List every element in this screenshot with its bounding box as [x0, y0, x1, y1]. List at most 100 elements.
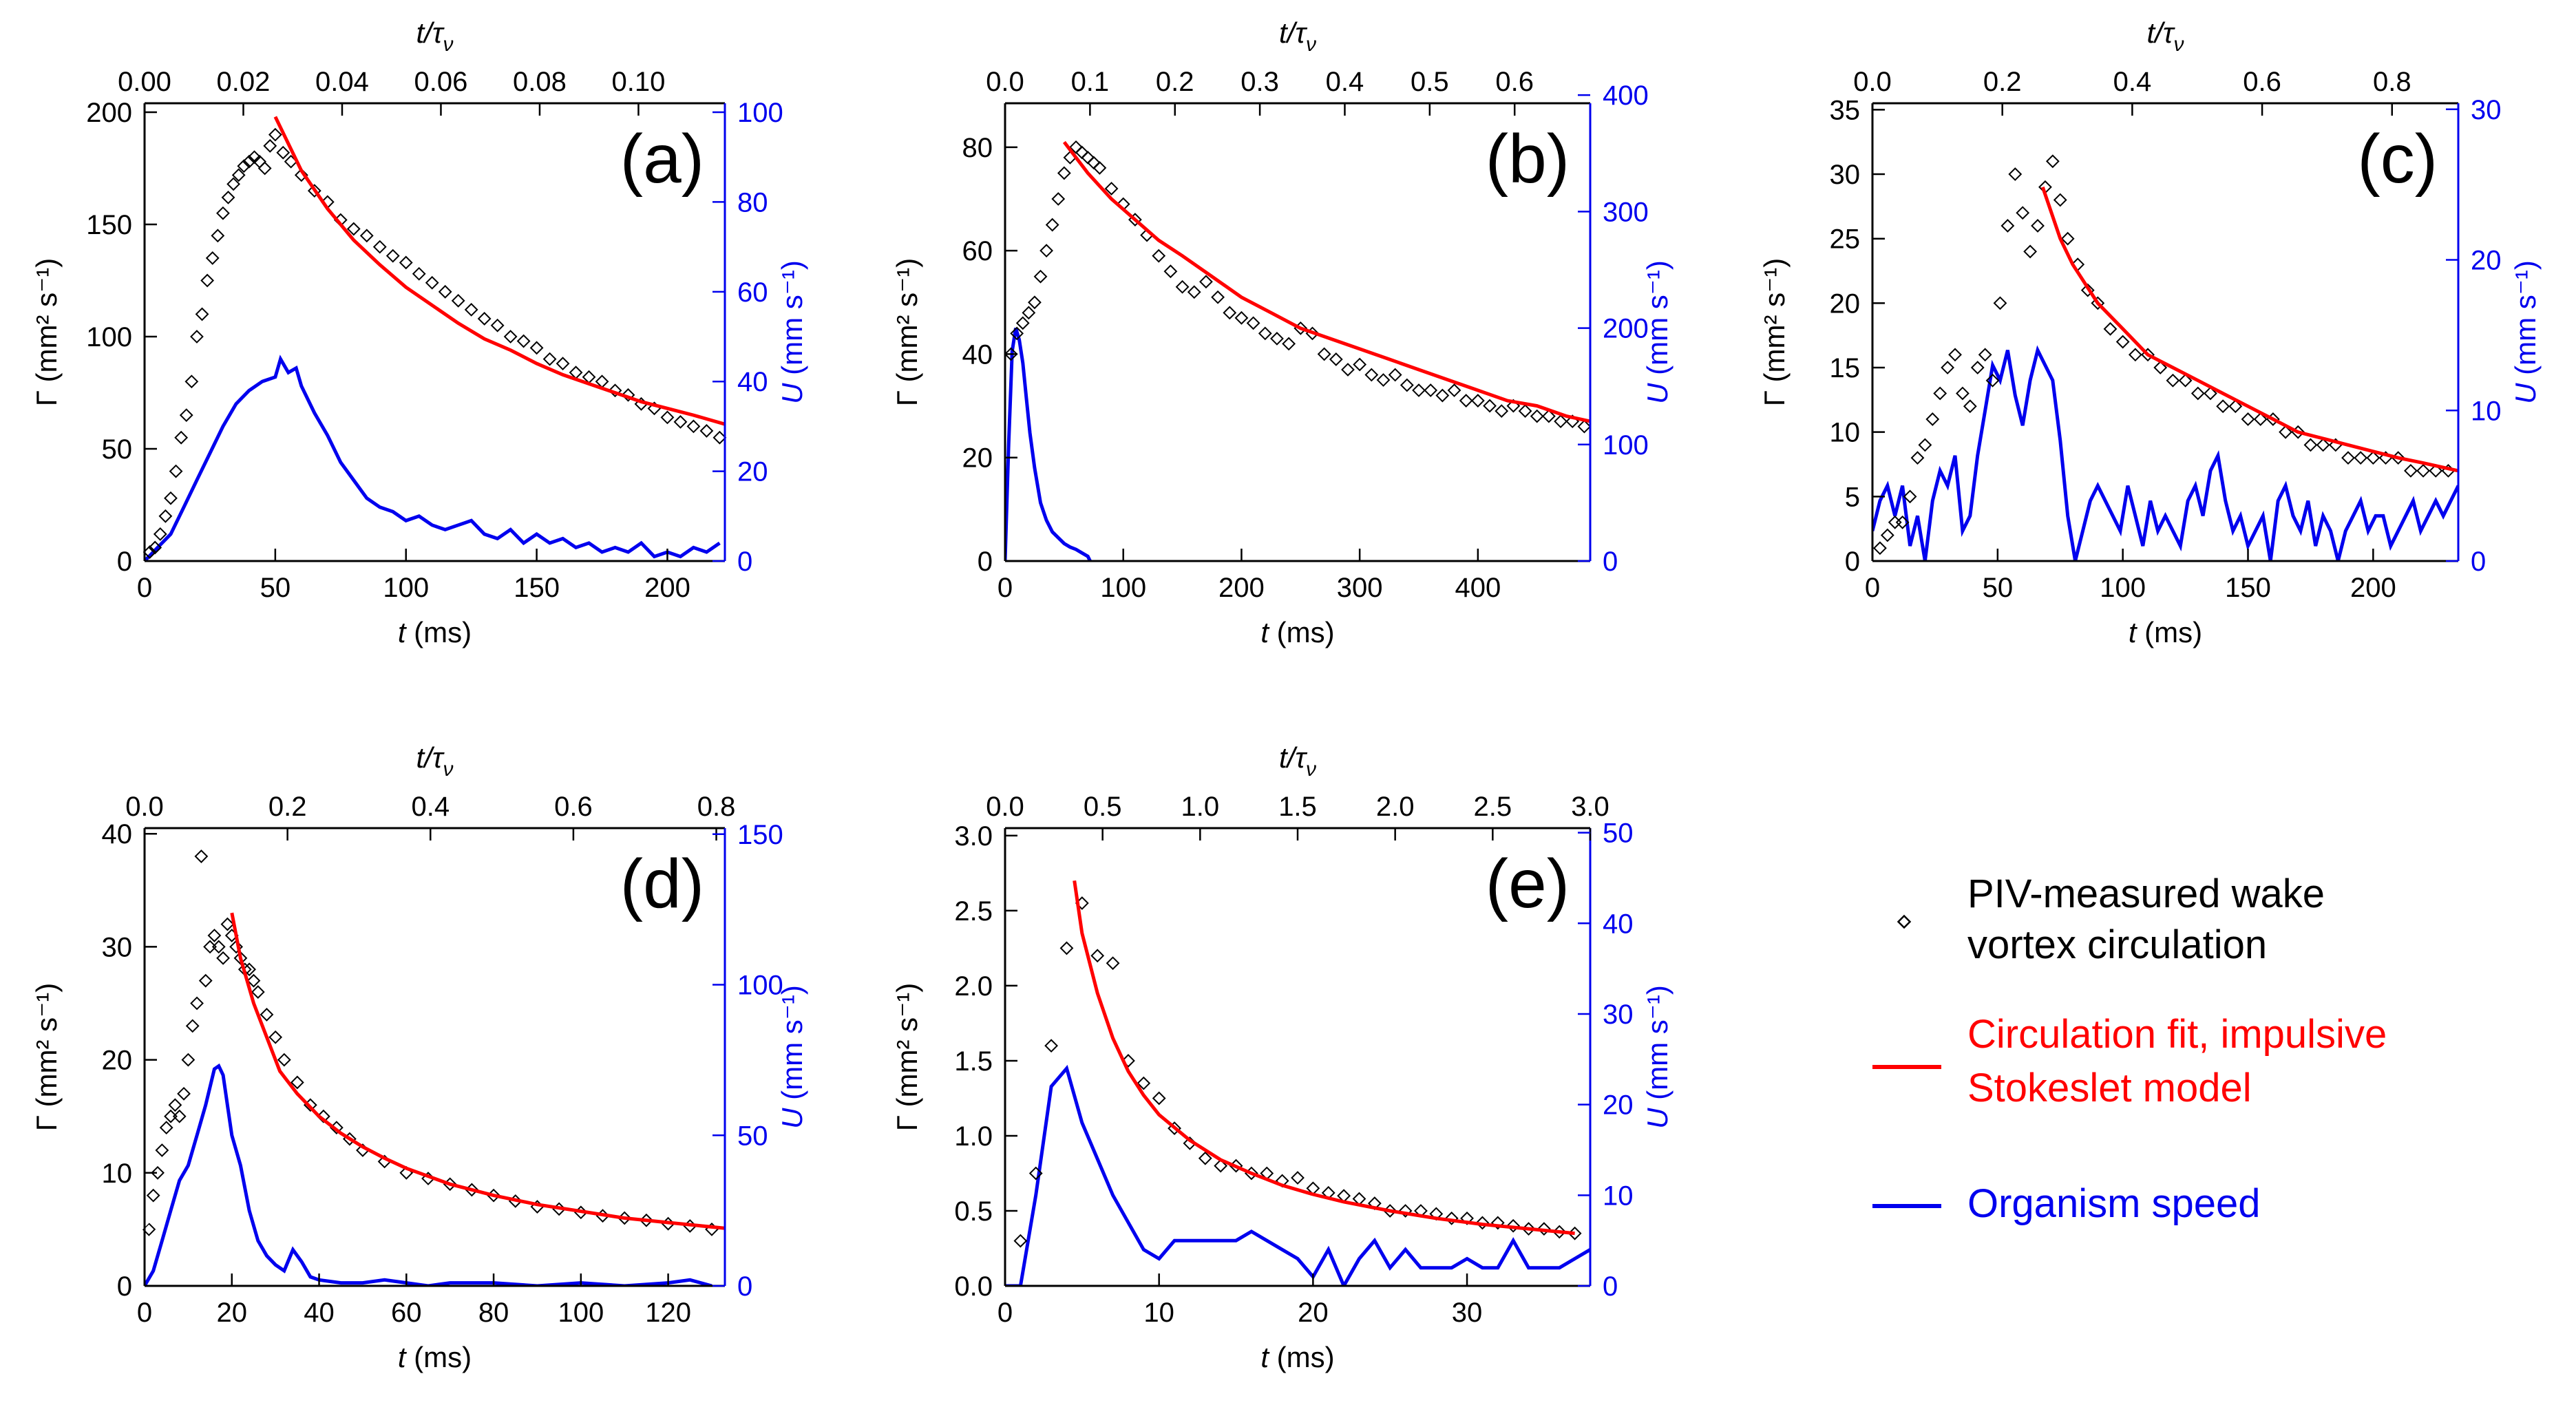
y2-tick-label: 0 — [2471, 547, 2486, 577]
circulation-point — [2166, 373, 2180, 388]
circulation-point — [251, 985, 265, 999]
y2-tick-label: 200 — [1603, 314, 1649, 344]
x-top-axis-title-t: t/ — [416, 17, 435, 49]
legend-marker-diamond — [1897, 914, 1912, 929]
circulation-point — [1567, 1226, 1582, 1240]
panel-e: 0 10 20 300.0 0.5 1.0 1.5 2.0 2.5 3.00.00.51.01.5… — [891, 741, 1674, 1373]
circulation-point — [1075, 145, 1089, 160]
speed-line — [145, 1063, 712, 1286]
x-top-tick-label: 0.2 — [1156, 67, 1194, 97]
x-top-tick-label: 0.4 — [2113, 67, 2152, 97]
y-tick-label: 1.0 — [954, 1121, 993, 1152]
x-top-tick-label: 0.04 — [315, 67, 369, 97]
x-top-axis-title-t: t/ — [2146, 17, 2166, 49]
circulation-point — [246, 973, 261, 988]
circulation-point — [207, 929, 222, 942]
circulation-point — [257, 161, 272, 176]
circulation-point — [290, 1075, 304, 1090]
panel-d: 0 20 40 60 80 100 120 0.0 0.2 0.4 0.6 0.8 0 10 20 30 40 0… — [30, 741, 808, 1373]
circulation-point — [237, 159, 251, 173]
y-axis-title: Γ (mm² s⁻¹) — [891, 258, 923, 407]
y-tick-label: 1.5 — [954, 1046, 993, 1077]
x-top-tick-label: 0.6 — [2243, 67, 2281, 97]
y-tick-label: 2.5 — [954, 896, 993, 927]
y-tick-label: 0 — [117, 547, 132, 577]
y-tick-label: 0 — [1845, 547, 1860, 577]
circulation-point — [372, 240, 387, 254]
y-tick-label: 40 — [962, 339, 993, 370]
y-tick-label: 25 — [1830, 224, 1861, 255]
x-axis-title: t (ms) — [398, 1341, 472, 1373]
circulation-point — [1051, 192, 1066, 206]
y2-tick-label: 10 — [2471, 396, 2502, 426]
circulation-point — [169, 464, 183, 478]
circulation-point — [1470, 394, 1485, 408]
y-tick-label: 80 — [962, 133, 993, 163]
x-tick-label: 20 — [1298, 1298, 1329, 1328]
circulation-point — [1956, 386, 1970, 401]
circulation-point — [686, 419, 701, 434]
x-top-axis-title-t: t/ — [1279, 17, 1298, 49]
circulation-point — [386, 249, 400, 263]
x-top-axis-title-nu: ν — [2174, 33, 2184, 56]
circulation-point — [221, 191, 235, 204]
circulation-point — [1059, 941, 1074, 955]
circulation-point — [1004, 347, 1018, 361]
circulation-point — [181, 1053, 196, 1067]
circulation-point — [1258, 326, 1272, 341]
x-axis-title-var: t — [1260, 616, 1270, 648]
x-tick-label: 150 — [2225, 573, 2271, 603]
y2-tick-label: 20 — [737, 457, 768, 487]
y-tick-label: 0.5 — [954, 1196, 993, 1227]
circulation-point — [1152, 1091, 1166, 1106]
circulation-point — [1412, 383, 1426, 397]
x-top-tick-label: 0.4 — [1326, 67, 1364, 97]
x-tick-label: 20 — [217, 1298, 248, 1328]
y-axis-title: Γ (mm² s⁻¹) — [891, 983, 923, 1132]
circulation-point — [179, 408, 193, 423]
x-tick-label: 10 — [1143, 1298, 1174, 1328]
circulation-point — [2216, 399, 2230, 414]
panel-label: (a) — [620, 120, 704, 198]
circulation-point — [1978, 348, 1992, 362]
y2-axis-title-unit: (mm s⁻¹) — [1641, 985, 1674, 1108]
circulation-point — [465, 1183, 479, 1197]
fit-line — [2040, 186, 2458, 473]
circulation-point — [1015, 316, 1030, 330]
x-axis-title-var: t — [2129, 616, 2138, 648]
legend-label-fit-line2: Stokeslet model — [1967, 1066, 2252, 1110]
circulation-point — [1376, 373, 1391, 387]
circulation-point — [1400, 378, 1414, 392]
x-top-axis-title: t/τν — [2146, 17, 2184, 56]
x-top-axis-title-tau: τ — [432, 17, 445, 49]
circulation-point — [1092, 161, 1107, 175]
circulation-point — [242, 154, 256, 169]
circulation-point — [1925, 412, 1940, 426]
y2-axis-title-var: U — [2509, 383, 2542, 404]
circulation-point — [464, 303, 478, 317]
y-tick-label: 0.0 — [954, 1271, 993, 1302]
x-top-axis-title-t: t/ — [416, 741, 435, 774]
circulation-point — [2391, 451, 2405, 465]
circulation-point — [1447, 383, 1461, 397]
y2-tick-label: 60 — [737, 277, 768, 308]
x-axis-title-var: t — [398, 616, 408, 648]
circulation-point — [712, 430, 727, 445]
circulation-point — [2008, 167, 2023, 181]
x-top-tick-label: 1.5 — [1278, 792, 1317, 822]
y2-axis-title: U (mm s⁻¹) — [1641, 260, 1674, 404]
circulation-point — [1175, 279, 1190, 294]
circulation-point — [146, 1188, 160, 1203]
circulation-point — [1941, 361, 1955, 374]
circulation-point — [142, 545, 157, 559]
circulation-point — [1903, 489, 1917, 504]
x-tick-label: 100 — [1100, 573, 1146, 603]
circulation-point — [2000, 219, 2015, 233]
circulation-point — [2316, 438, 2330, 452]
x-top-tick-label: 0.0 — [1853, 67, 1892, 97]
y-tick-label: 100 — [86, 322, 132, 352]
y-tick-label: 20 — [102, 1046, 133, 1076]
y2-tick-label: 10 — [1603, 1181, 1634, 1211]
y2-tick-label: 50 — [737, 1121, 768, 1151]
speed-line — [1005, 1064, 1590, 1286]
